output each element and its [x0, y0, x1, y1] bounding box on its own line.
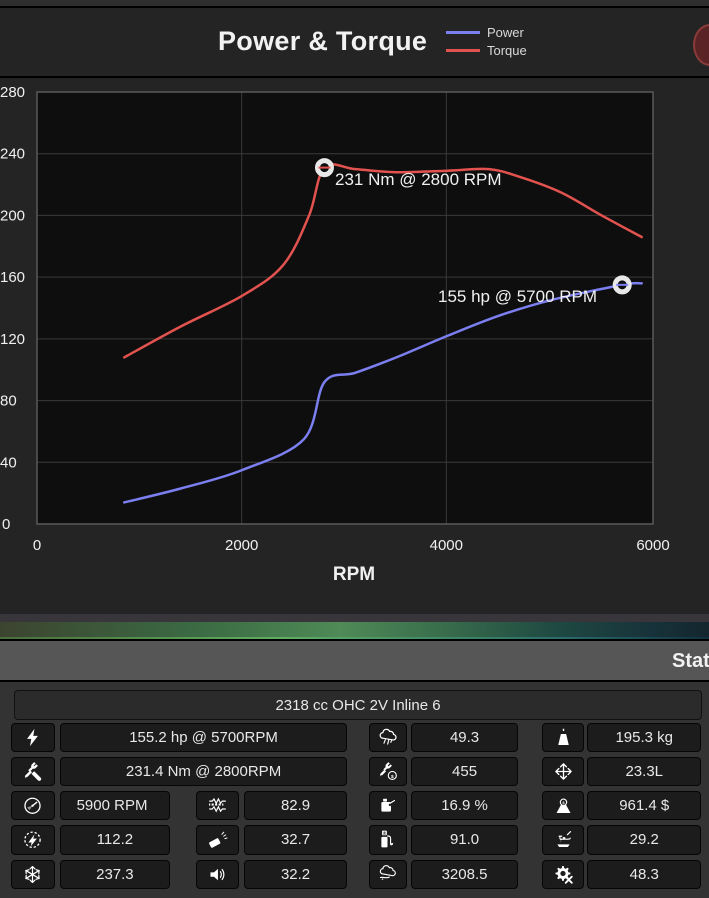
svg-text:4000: 4000 [430, 537, 463, 554]
svg-text:280: 280 [0, 84, 25, 101]
svg-text:80: 80 [0, 393, 17, 410]
svg-text:120: 120 [0, 331, 25, 348]
svg-text:240: 240 [0, 146, 25, 163]
svg-text:6000: 6000 [636, 537, 669, 554]
svg-text:$: $ [391, 774, 394, 780]
svg-text:155 hp @ 5700 RPM: 155 hp @ 5700 RPM [438, 287, 597, 306]
svg-text:2000: 2000 [225, 537, 258, 554]
svg-text:200: 200 [0, 207, 25, 224]
svg-text:40: 40 [0, 454, 17, 471]
svg-text:231 Nm @ 2800 RPM: 231 Nm @ 2800 RPM [335, 170, 502, 189]
svg-text:RPM: RPM [333, 564, 375, 585]
svg-text:0: 0 [2, 516, 10, 533]
svg-text:160: 160 [0, 269, 25, 286]
svg-text:91: 91 [383, 831, 387, 835]
svg-text:0: 0 [33, 537, 41, 554]
